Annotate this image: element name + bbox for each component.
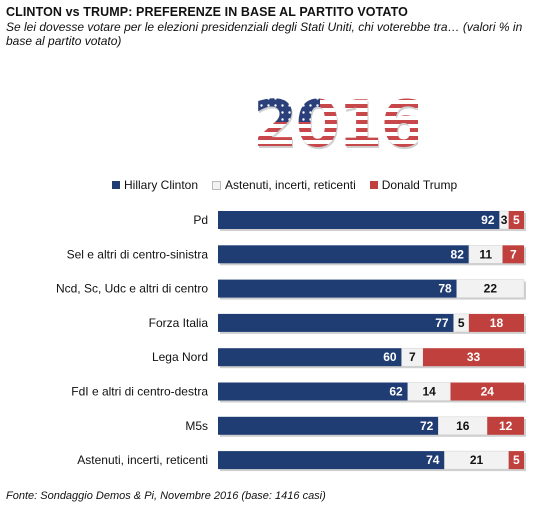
bar-trump: [487, 416, 524, 435]
data-label-clinton: 77: [435, 316, 449, 330]
data-label-clinton: 74: [426, 453, 440, 467]
bar-trump: [468, 313, 524, 332]
bar-clinton: [218, 348, 402, 367]
bar-trump: [450, 382, 524, 401]
data-label-clinton: 78: [438, 282, 452, 296]
flag-2016-emblem: 2016 2016: [258, 88, 418, 158]
data-label-astenuti: 3: [501, 213, 508, 227]
category-label: FdI e altri di centro-destra: [71, 385, 208, 399]
data-label-astenuti: 7: [409, 350, 416, 364]
bar-astenuti: [456, 279, 525, 298]
data-label-trump: 33: [467, 350, 481, 364]
bar-trump: [423, 348, 524, 367]
category-label: Pd: [193, 213, 208, 227]
data-label-clinton: 92: [481, 213, 495, 227]
category-label: Lega Nord: [152, 350, 208, 364]
bar-clinton: [218, 451, 445, 470]
data-label-astenuti: 5: [458, 316, 465, 330]
legend-item-clinton: Hillary Clinton: [112, 178, 198, 192]
data-label-trump: 7: [510, 247, 517, 261]
category-label: M5s: [185, 419, 208, 433]
legend-label-clinton: Hillary Clinton: [124, 178, 199, 192]
data-label-astenuti: 16: [456, 419, 470, 433]
bar-astenuti: [499, 210, 509, 230]
category-label: Forza Italia: [149, 316, 209, 330]
bar-clinton: [218, 382, 408, 401]
data-label-trump: 12: [499, 419, 513, 433]
bar-astenuti: [453, 313, 470, 333]
bar-trump: [502, 245, 524, 264]
data-label-astenuti: 22: [484, 282, 498, 296]
data-label-trump: 5: [513, 453, 520, 467]
data-label-trump: 24: [481, 385, 495, 399]
data-label-astenuti: 21: [470, 453, 484, 467]
data-label-clinton: 72: [420, 419, 434, 433]
legend-label-trump: Donald Trump: [381, 178, 458, 192]
data-label-clinton: 60: [383, 350, 397, 364]
data-label-trump: 5: [513, 213, 520, 227]
legend-swatch-trump: [369, 181, 378, 189]
data-label-clinton: 82: [451, 247, 465, 261]
legend-swatch-clinton: [112, 181, 120, 189]
bar-clinton: [218, 416, 439, 435]
source-note: Fonte: Sondaggio Demos & Pi, Novembre 20…: [6, 490, 326, 502]
bar-clinton: [218, 279, 457, 298]
chart-subtitle: Se lei dovesse votare per le elezioni pr…: [6, 20, 523, 48]
legend-swatch-astenuti: [212, 180, 222, 190]
category-label: Astenuti, incerti, reticenti: [77, 453, 208, 467]
bar-trump: [508, 211, 524, 229]
data-label-trump: 18: [490, 316, 504, 330]
legend-item-trump: Donald Trump: [369, 178, 458, 192]
chart-legend: Hillary Clinton Astenuti, incerti, retic…: [112, 178, 471, 192]
bar-clinton: [218, 211, 500, 229]
category-label: Ncd, Sc, Udc e altri di centro: [56, 282, 208, 296]
bar-clinton: [218, 245, 469, 264]
bar-trump: [508, 451, 524, 470]
data-label-clinton: 62: [389, 385, 403, 399]
chart-title: CLINTON vs TRUMP: PREFERENZE IN BASE AL …: [6, 5, 408, 19]
legend-label-astenuti: Astenuti, incerti, reticenti: [225, 178, 356, 192]
bar-clinton: [218, 313, 454, 332]
data-label-astenuti: 11: [479, 247, 492, 261]
legend-item-astenuti: Astenuti, incerti, reticenti: [212, 178, 356, 192]
data-label-astenuti: 14: [422, 385, 436, 399]
category-label: Sel e altri di centro-sinistra: [67, 247, 209, 261]
